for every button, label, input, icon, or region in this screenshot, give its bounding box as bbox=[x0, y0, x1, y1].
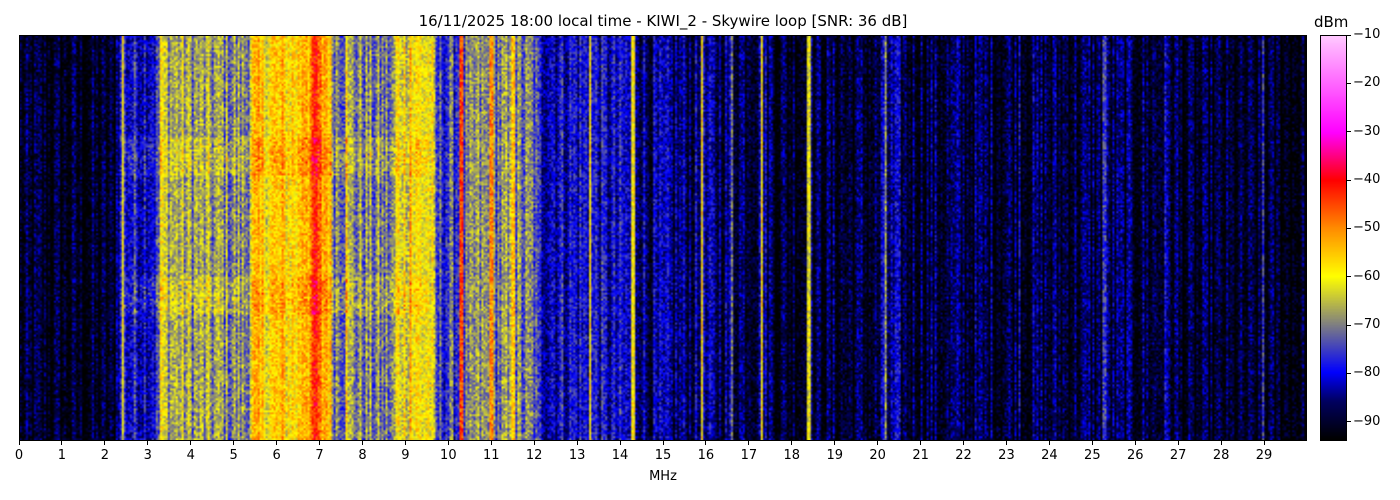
x-tick-mark bbox=[404, 441, 406, 445]
x-tick-label: 2 bbox=[100, 448, 109, 463]
waterfall-heatmap bbox=[20, 36, 1306, 440]
colorbar-tick-mark bbox=[1347, 34, 1351, 36]
x-tick-label: 25 bbox=[1084, 448, 1101, 463]
x-tick-mark bbox=[705, 441, 707, 445]
colorbar-tick-mark bbox=[1347, 421, 1351, 423]
colorbar-tick-mark bbox=[1347, 276, 1351, 278]
x-tick-mark bbox=[1134, 441, 1136, 445]
x-tick-label: 26 bbox=[1126, 448, 1144, 463]
x-tick-mark bbox=[319, 441, 321, 445]
x-tick-mark bbox=[791, 441, 793, 445]
x-tick-label: 23 bbox=[998, 448, 1015, 463]
x-tick-label: 16 bbox=[697, 448, 715, 463]
x-tick-mark bbox=[834, 441, 836, 445]
colorbar-tick-label: −50 bbox=[1353, 220, 1381, 236]
x-tick-label: 11 bbox=[482, 448, 500, 463]
x-tick-mark bbox=[147, 441, 149, 445]
x-tick-label: 7 bbox=[315, 448, 324, 463]
x-tick-mark bbox=[190, 441, 192, 445]
x-tick-label: 27 bbox=[1169, 448, 1187, 463]
x-tick-label: 4 bbox=[186, 448, 195, 463]
x-axis-label: MHz bbox=[649, 469, 677, 484]
x-tick-label: 3 bbox=[143, 448, 152, 463]
x-tick-mark bbox=[1005, 441, 1007, 445]
x-tick-label: 22 bbox=[955, 448, 972, 463]
x-tick-mark bbox=[877, 441, 879, 445]
chart-title: 16/11/2025 18:00 local time - KIWI_2 - S… bbox=[418, 12, 908, 30]
colorbar bbox=[1320, 35, 1347, 441]
x-tick-label: 21 bbox=[912, 448, 929, 463]
colorbar-tick-label: −40 bbox=[1353, 172, 1381, 187]
x-tick-label: 14 bbox=[611, 448, 629, 463]
colorbar-tick-label: −90 bbox=[1353, 413, 1381, 429]
colorbar-tick-mark bbox=[1347, 179, 1351, 181]
x-tick-label: 1 bbox=[57, 448, 67, 463]
x-tick-mark bbox=[490, 441, 492, 445]
x-tick-label: 13 bbox=[568, 448, 586, 463]
x-tick-label: 20 bbox=[869, 448, 886, 463]
x-tick-mark bbox=[662, 441, 664, 445]
x-tick-label: 15 bbox=[654, 448, 672, 463]
x-tick-mark bbox=[1048, 441, 1050, 445]
colorbar-tick-label: −20 bbox=[1353, 75, 1381, 91]
colorbar-tick-mark bbox=[1347, 82, 1351, 84]
waterfall-plot-area bbox=[19, 35, 1307, 441]
x-tick-mark bbox=[1091, 441, 1093, 445]
x-tick-mark bbox=[104, 441, 106, 445]
x-tick-label: 0 bbox=[14, 448, 24, 463]
colorbar-tick-label: −10 bbox=[1353, 27, 1381, 42]
x-tick-mark bbox=[619, 441, 621, 445]
x-tick-mark bbox=[1263, 441, 1265, 445]
colorbar-tick-label: −70 bbox=[1353, 317, 1381, 332]
x-tick-label: 8 bbox=[358, 448, 367, 463]
x-tick-mark bbox=[447, 441, 449, 445]
x-tick-mark bbox=[920, 441, 922, 445]
x-tick-label: 18 bbox=[783, 448, 801, 463]
colorbar-tick-mark bbox=[1347, 372, 1351, 374]
x-tick-label: 10 bbox=[440, 448, 457, 463]
x-tick-label: 6 bbox=[272, 448, 281, 463]
colorbar-label: dBm bbox=[1314, 13, 1349, 31]
x-tick-mark bbox=[1177, 441, 1179, 445]
x-tick-label: 24 bbox=[1041, 448, 1058, 463]
x-tick-label: 28 bbox=[1212, 448, 1230, 463]
x-tick-mark bbox=[748, 441, 750, 445]
x-tick-label: 9 bbox=[401, 448, 410, 463]
colorbar-tick-mark bbox=[1347, 324, 1351, 326]
x-tick-mark bbox=[963, 441, 965, 445]
x-tick-mark bbox=[576, 441, 578, 445]
x-tick-mark bbox=[233, 441, 235, 445]
colorbar-tick-label: −60 bbox=[1353, 268, 1381, 284]
x-tick-mark bbox=[276, 441, 278, 445]
x-tick-label: 29 bbox=[1255, 448, 1273, 463]
x-tick-mark bbox=[361, 441, 363, 445]
colorbar-gradient bbox=[1321, 36, 1346, 440]
x-tick-label: 5 bbox=[229, 448, 238, 463]
x-tick-mark bbox=[61, 441, 63, 445]
x-tick-mark bbox=[18, 441, 20, 445]
x-tick-mark bbox=[533, 441, 535, 445]
colorbar-tick-mark bbox=[1347, 131, 1351, 133]
x-tick-label: 17 bbox=[740, 448, 758, 463]
x-tick-mark bbox=[1220, 441, 1222, 445]
colorbar-tick-label: −30 bbox=[1353, 123, 1381, 139]
x-tick-label: 19 bbox=[826, 448, 843, 463]
colorbar-tick-label: −80 bbox=[1353, 365, 1381, 381]
colorbar-tick-mark bbox=[1347, 227, 1351, 229]
x-tick-label: 12 bbox=[525, 448, 543, 463]
